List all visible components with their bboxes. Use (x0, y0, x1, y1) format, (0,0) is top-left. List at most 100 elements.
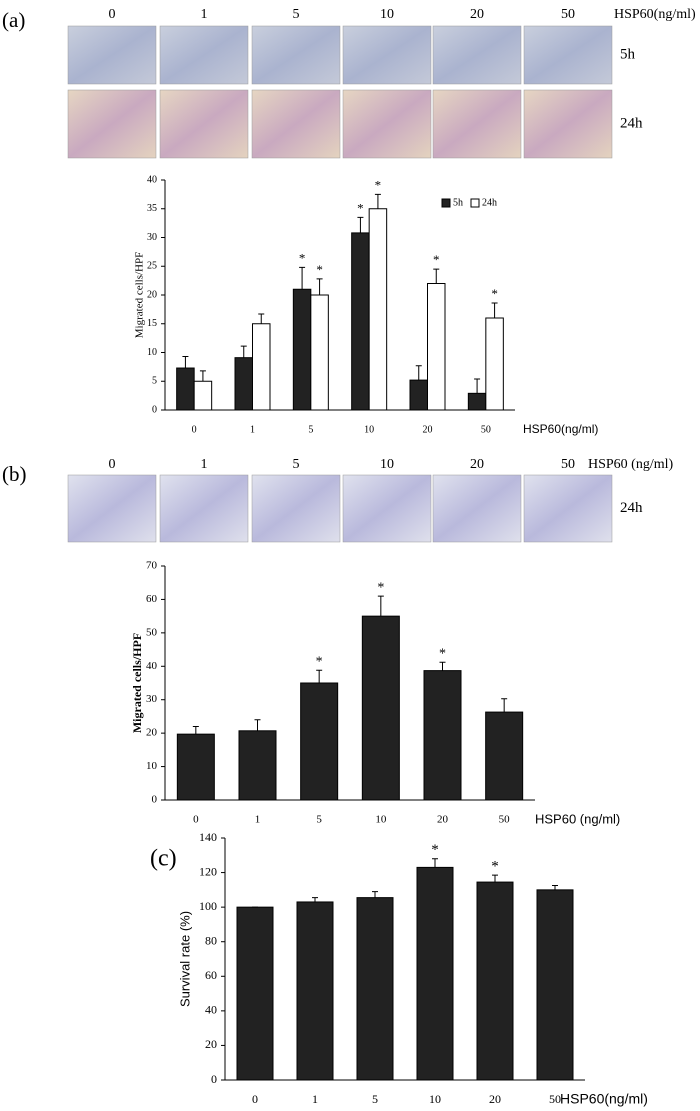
legend-label: 5h (453, 197, 463, 208)
y-tick-label: 70 (146, 560, 158, 572)
error-bar (254, 719, 261, 731)
bar (368, 208, 388, 411)
bar (485, 317, 504, 411)
y-tick-label: 140 (199, 830, 217, 844)
micrograph (67, 474, 157, 543)
image-column-label: 0 (109, 457, 116, 472)
significance-mark: * (377, 580, 384, 595)
panel-label: (b) (2, 462, 27, 486)
y-axis-label: Survival rate (%) (177, 911, 192, 1007)
bar (296, 901, 334, 1081)
y-tick-label: 30 (146, 693, 158, 705)
y-tick-label: 0 (152, 794, 158, 806)
legend-label: 24h (482, 197, 497, 208)
legend-swatch (441, 198, 451, 208)
bar (423, 670, 462, 801)
bar (356, 897, 394, 1081)
y-tick-label: 20 (146, 727, 158, 739)
bar (310, 294, 329, 411)
bar (193, 380, 213, 411)
significance-mark: * (375, 177, 382, 192)
significance-mark: * (357, 200, 364, 215)
significance-mark: * (439, 646, 446, 661)
bar (536, 889, 574, 1081)
image-column-label: 0 (109, 7, 116, 22)
y-tick-label: 5 (152, 376, 157, 387)
panel-label: (a) (2, 8, 25, 32)
x-tick-label: 5 (316, 814, 322, 826)
micrograph (251, 89, 341, 159)
x-tick-label: 0 (252, 1092, 258, 1106)
error-bar (377, 595, 384, 617)
image-column-label: 20 (470, 457, 484, 472)
x-axis-label: HSP60(ng/ml) (523, 422, 598, 436)
image-column-label: 50 (561, 7, 575, 22)
x-tick-label: 20 (437, 814, 449, 826)
significance-mark: * (431, 842, 439, 858)
bar (300, 682, 339, 801)
error-bar (415, 365, 422, 381)
y-tick-label: 10 (147, 347, 157, 358)
y-tick-label: 20 (205, 1037, 217, 1051)
bar (234, 357, 253, 411)
bar (176, 733, 215, 801)
image-row-label: 5h (620, 46, 636, 62)
y-tick-label: 40 (147, 174, 157, 185)
error-bar (182, 356, 189, 369)
micrograph (523, 25, 613, 85)
error-bar (199, 370, 206, 382)
micrograph (342, 89, 432, 159)
bar (476, 881, 514, 1081)
x-tick-label: 20 (489, 1092, 501, 1106)
bar (361, 615, 400, 801)
x-tick-label: 10 (364, 424, 374, 435)
significance-mark: * (299, 250, 306, 265)
micrograph (251, 25, 341, 85)
y-tick-label: 60 (205, 968, 217, 982)
x-tick-label: 5 (372, 1092, 378, 1106)
image-column-label: 20 (470, 7, 484, 22)
error-bar (432, 858, 438, 868)
y-axis-label: Migrated cells/HPF (130, 633, 144, 733)
image-column-label: 50 (561, 457, 575, 472)
x-tick-label: 0 (193, 814, 199, 826)
y-tick-label: 35 (147, 203, 157, 214)
bar (409, 379, 428, 411)
x-tick-label: 0 (192, 424, 197, 435)
image-unit-label: HSP60(ng/ml) (614, 7, 696, 22)
image-column-label: 10 (380, 457, 394, 472)
x-tick-label: 5 (308, 424, 313, 435)
bar (238, 730, 277, 801)
significance-mark: * (316, 655, 323, 670)
y-tick-label: 10 (146, 760, 158, 772)
error-bar (258, 313, 265, 324)
micrograph (159, 25, 249, 85)
error-bar (316, 669, 323, 683)
significance-mark: * (433, 252, 440, 267)
error-bar (474, 378, 481, 394)
y-axis-label: Migrated cells/HPF (134, 252, 146, 338)
micrograph (342, 25, 432, 85)
error-bar (372, 891, 378, 898)
image-column-label: 1 (201, 7, 208, 22)
significance-mark: * (491, 286, 498, 301)
y-tick-label: 30 (147, 232, 157, 243)
image-column-label: 10 (380, 7, 394, 22)
y-tick-label: 25 (147, 261, 157, 272)
y-tick-label: 60 (146, 593, 158, 605)
x-tick-label: 50 (549, 1092, 561, 1106)
image-row-label: 24h (620, 500, 643, 516)
micrograph (342, 474, 432, 543)
x-tick-label: 1 (312, 1092, 318, 1106)
y-tick-label: 0 (152, 404, 157, 415)
bar (427, 283, 446, 411)
micrograph (67, 25, 157, 85)
x-tick-label: 10 (375, 814, 387, 826)
bar (176, 367, 195, 411)
error-bar (240, 345, 247, 358)
error-bar (492, 874, 498, 883)
y-tick-label: 50 (146, 626, 158, 638)
error-bar (439, 661, 446, 671)
micrograph (251, 474, 341, 543)
error-bar (312, 897, 318, 902)
